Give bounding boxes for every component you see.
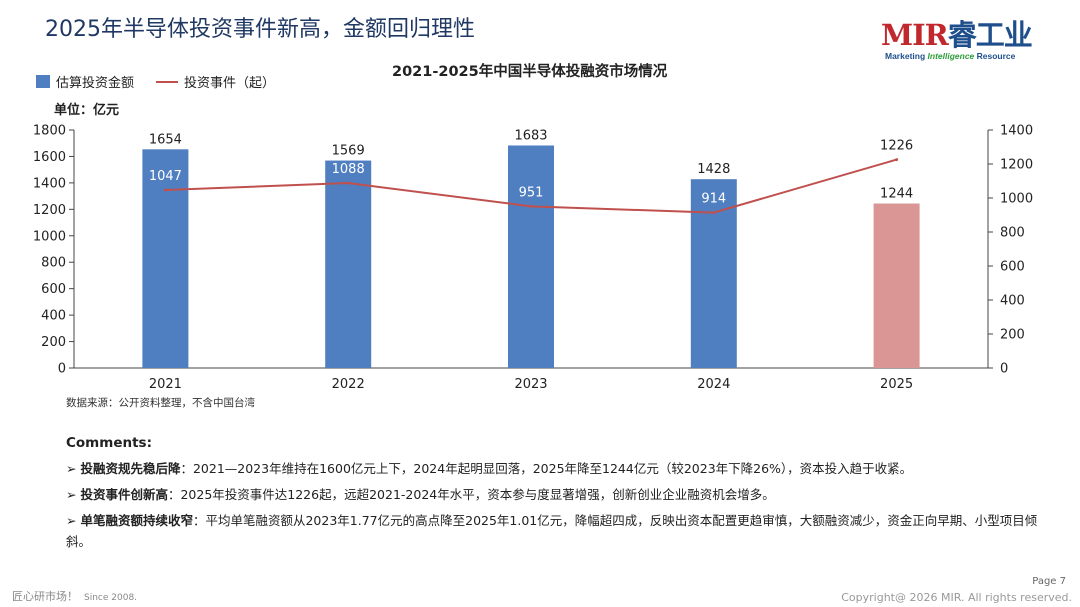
left-tick-label: 200 bbox=[41, 335, 66, 350]
line-data-label: 914 bbox=[701, 192, 726, 207]
comment-bullet-1: ➢ 投融资规先稳后降：2021—2023年维持在1600亿元上下，2024年起明… bbox=[66, 461, 913, 476]
logo-mir-text: MIR bbox=[881, 18, 949, 52]
left-tick-label: 1000 bbox=[33, 229, 66, 244]
x-tick-label: 2023 bbox=[514, 377, 547, 392]
legend-line-label: 投资事件（起） bbox=[184, 76, 276, 91]
bar bbox=[690, 179, 737, 368]
bar bbox=[142, 149, 189, 368]
right-tick-label: 800 bbox=[1000, 226, 1025, 241]
line-point bbox=[529, 204, 533, 208]
left-tick-label: 1600 bbox=[33, 150, 66, 165]
bar-data-label: 1654 bbox=[149, 132, 182, 147]
comment-head-2: 投资事件创新高 bbox=[80, 487, 168, 502]
bar-data-label: 1569 bbox=[332, 144, 365, 159]
left-tick-label: 800 bbox=[41, 256, 66, 271]
page-number: Page 7 bbox=[1032, 576, 1066, 587]
right-tick-label: 1400 bbox=[1000, 124, 1033, 139]
line-point bbox=[346, 181, 350, 185]
right-tick-label: 0 bbox=[1000, 362, 1008, 377]
left-tick-label: 1200 bbox=[33, 203, 66, 218]
left-tick-label: 400 bbox=[41, 309, 66, 324]
mir-logo: MIR睿工业 Marketing Intelligence Resource bbox=[881, 12, 1041, 64]
logo-wordmark: MIR睿工业 bbox=[881, 12, 1033, 54]
comment-bullet-3: ➢ 单笔融资额持续收窄：平均单笔融资额从2023年1.77亿元的高点降至2025… bbox=[66, 513, 1038, 549]
copyright: Copyright@ 2026 MIR. All rights reserved… bbox=[841, 591, 1072, 604]
chart-legend: 估算投资金额 投资事件（起） bbox=[36, 72, 275, 91]
x-tick-label: 2022 bbox=[332, 377, 365, 392]
footer-since: Since 2008. bbox=[84, 593, 138, 603]
legend-bar-swatch bbox=[36, 75, 50, 88]
line-data-label: 1088 bbox=[332, 162, 365, 177]
footer-brand: 匠心研市场！ Since 2008. bbox=[12, 588, 137, 604]
legend-line-swatch bbox=[156, 80, 179, 83]
comment-bullet-2: ➢ 投资事件创新高：2025年投资事件达1226起，远超2021-2024年水平… bbox=[66, 487, 775, 502]
bar-data-label: 1683 bbox=[514, 128, 547, 143]
comment-text-3: ：平均单笔融资额从2023年1.77亿元的高点降至2025年1.01亿元，降幅超… bbox=[66, 513, 1038, 549]
right-tick-label: 400 bbox=[1000, 294, 1025, 309]
line-data-label: 1226 bbox=[880, 139, 913, 154]
footer-brand-text: 匠心研市场！ bbox=[12, 590, 78, 603]
data-source: 数据来源：公开资料整理，不含中国台湾 bbox=[66, 397, 255, 409]
chart-title: 2021-2025年中国半导体投融资市场情况 bbox=[392, 64, 668, 80]
logo-tagline-italic: Intelligence bbox=[927, 51, 975, 61]
right-tick-label: 1200 bbox=[1000, 158, 1033, 173]
line-point bbox=[895, 158, 899, 162]
bar bbox=[508, 145, 554, 368]
bar bbox=[873, 203, 920, 368]
x-tick-label: 2025 bbox=[880, 377, 913, 392]
unit-label: 单位：亿元 bbox=[54, 103, 120, 118]
comment-text-2: ：2025年投资事件达1226起，远超2021-2024年水平，资本参与度显著增… bbox=[167, 487, 775, 502]
line-data-label: 1047 bbox=[149, 169, 182, 184]
left-tick-label: 1400 bbox=[33, 176, 66, 191]
comments-title: Comments: bbox=[66, 435, 152, 451]
slide-title: 2025年半导体投资事件新高，金额回归理性 bbox=[45, 17, 475, 42]
comment-text-1: ：2021—2023年维持在1600亿元上下，2024年起明显回落，2025年降… bbox=[180, 461, 913, 476]
line-data-label: 951 bbox=[519, 185, 544, 200]
comment-head-1: 投融资规先稳后降 bbox=[80, 461, 181, 476]
left-tick-label: 1800 bbox=[33, 124, 66, 139]
bar-data-label: 1428 bbox=[697, 162, 730, 177]
line-point bbox=[712, 211, 716, 215]
bar-data-label: 1244 bbox=[880, 187, 913, 202]
right-tick-label: 1000 bbox=[1000, 192, 1033, 207]
logo-cn-text: 睿工业 bbox=[947, 18, 1033, 52]
logo-tagline: Marketing Intelligence Resource bbox=[885, 51, 1015, 61]
legend-bar-label: 估算投资金额 bbox=[56, 76, 135, 91]
right-tick-label: 200 bbox=[1000, 328, 1025, 343]
bar bbox=[325, 160, 372, 368]
x-tick-label: 2021 bbox=[149, 377, 182, 392]
left-tick-label: 600 bbox=[41, 282, 66, 297]
logo-tagline-prefix: Marketing bbox=[885, 51, 928, 61]
line-point bbox=[163, 188, 167, 192]
left-tick-label: 0 bbox=[58, 362, 66, 377]
comment-head-3: 单笔融资额持续收窄 bbox=[80, 513, 193, 528]
x-tick-label: 2024 bbox=[697, 377, 730, 392]
logo-tagline-suffix: Resource bbox=[974, 51, 1016, 61]
right-tick-label: 600 bbox=[1000, 260, 1025, 275]
